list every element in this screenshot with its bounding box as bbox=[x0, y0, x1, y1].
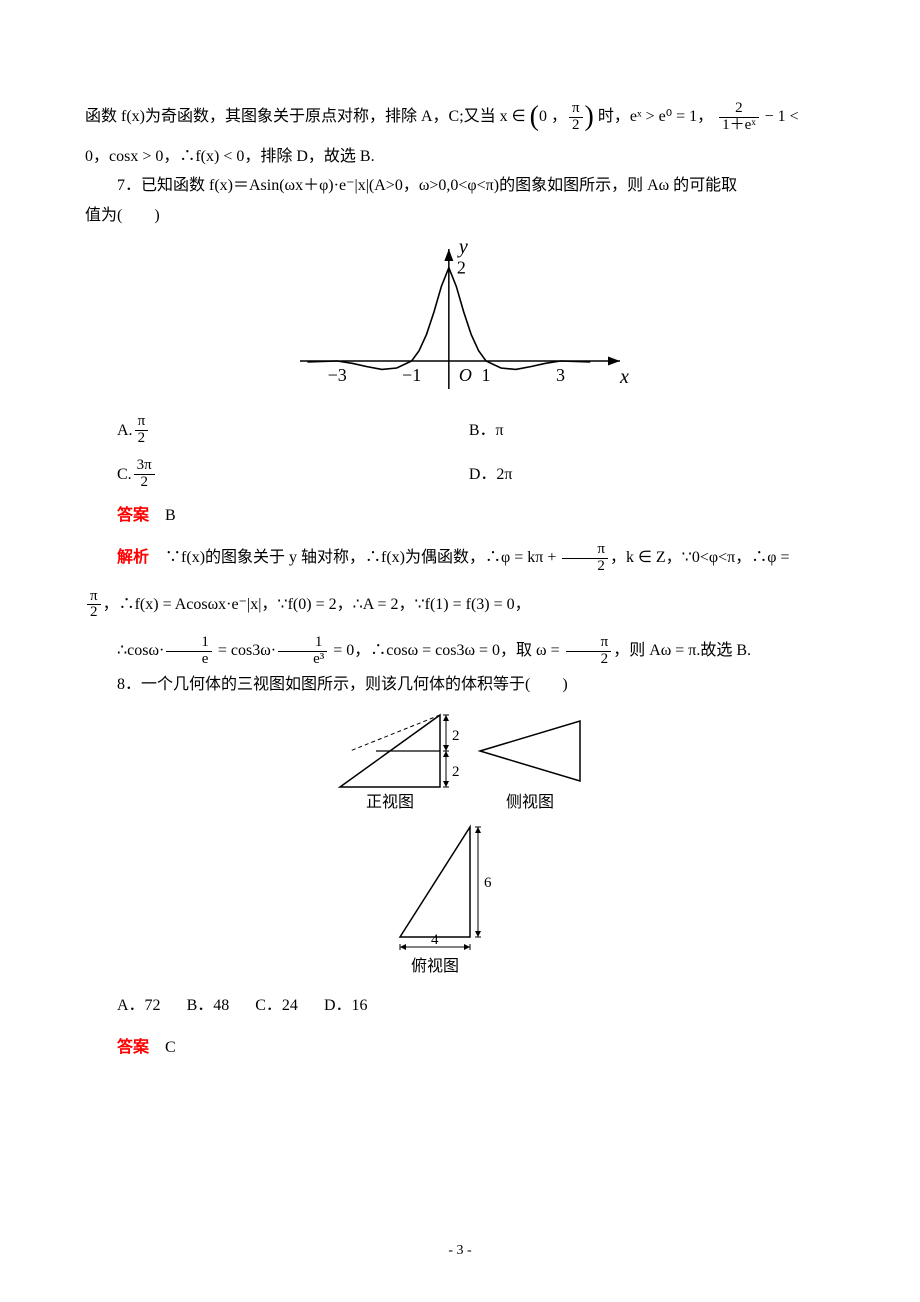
svg-text:x: x bbox=[619, 366, 629, 388]
q8-stem: 8．一个几何体的三视图如图所示，则该几何体的体积等于( ) bbox=[85, 672, 835, 698]
q7-stem-1: 7．已知函数 f(x)＝Asin(ωx＋φ)·e⁻|x|(A>0，ω>0,0<φ… bbox=[85, 173, 835, 199]
q7-explain-2-lead: π2 bbox=[87, 589, 101, 622]
q8-choice-c: C．24 bbox=[255, 997, 298, 1014]
prev-explain-line2: 0，cosx > 0，∴f(x) < 0，排除 D，故选 B. bbox=[85, 144, 835, 170]
q7-explain-2a: ，∴f(x) = Acosωx·e⁻|x|，∵f(0) = 2，∴A = 2，∵… bbox=[103, 596, 531, 613]
svg-text:1: 1 bbox=[482, 365, 491, 385]
q7-b-text: π bbox=[496, 418, 504, 444]
q7-explain-label: 解析 bbox=[117, 549, 149, 566]
q8-views: 2 2 正视图 侧视图 6 4 俯视图 bbox=[85, 707, 835, 977]
prev-explain-text-1: 函数 f(x)为奇函数，其图象关于原点对称，排除 A，C;又当 x ∈ bbox=[85, 108, 526, 125]
q8-answer-label: 答案 bbox=[117, 1039, 149, 1056]
big-frac: 21＋eˣ bbox=[719, 101, 759, 134]
q7-a-frac: π2 bbox=[135, 414, 149, 447]
svg-text:正视图: 正视图 bbox=[366, 793, 414, 811]
q7-d-text: 2π bbox=[496, 462, 512, 488]
interval-left: 0 bbox=[539, 108, 547, 125]
q8-answer-text: C bbox=[165, 1039, 176, 1056]
svg-text:2: 2 bbox=[452, 764, 460, 780]
svg-text:O: O bbox=[459, 365, 472, 385]
q7-explain-1: 解析 ∵f(x)的图象关于 y 轴对称，∴f(x)为偶函数，∴φ = kπ + … bbox=[85, 542, 835, 575]
q7-a-label: A. bbox=[117, 418, 133, 444]
q7-explain-2: π2，∴f(x) = Acosωx·e⁻|x|，∵f(0) = 2，∴A = 2… bbox=[85, 589, 835, 622]
svg-text:2: 2 bbox=[457, 257, 466, 277]
q8-choice-a: A．72 bbox=[117, 997, 161, 1014]
q7-choice-d: D．2π bbox=[469, 453, 821, 497]
q7-c-frac: 3π2 bbox=[134, 458, 155, 491]
prev-explain-line1: 函数 f(x)为奇函数，其图象关于原点对称，排除 A，C;又当 x ∈ (0 ，… bbox=[85, 95, 835, 140]
q7-explain-1b: ，k ∈ Z，∵0<φ<π，∴φ = bbox=[610, 549, 790, 566]
q7-graph-svg: −3 −1 1 3 O 2 x y bbox=[290, 239, 630, 399]
q7-c-label: C. bbox=[117, 462, 132, 488]
q7-explain-1a: ∵f(x)的图象关于 y 轴对称，∴f(x)为偶函数，∴φ = kπ + bbox=[165, 549, 556, 566]
q7-choice-a: A.π2 bbox=[117, 409, 469, 453]
q7-d-label: D． bbox=[469, 462, 497, 488]
interval-right-frac: π2 bbox=[569, 101, 583, 134]
svg-text:y: y bbox=[457, 239, 468, 258]
svg-text:4: 4 bbox=[431, 932, 439, 948]
q8-choice-d: D．16 bbox=[324, 997, 368, 1014]
svg-text:6: 6 bbox=[484, 875, 492, 891]
svg-text:侧视图: 侧视图 bbox=[506, 793, 554, 811]
q7-explain-3c: = 0，∴cosω = cos3ω = 0，取 ω = bbox=[329, 642, 559, 659]
svg-text:2: 2 bbox=[452, 728, 460, 744]
q7-explain-3d: ，则 Aω = π.故选 B. bbox=[613, 642, 751, 659]
q7-answer: 答案 B bbox=[85, 503, 835, 529]
q7-explain-3-f2: 1e³ bbox=[278, 635, 327, 668]
q8-answer: 答案 C bbox=[85, 1035, 835, 1061]
q7-graph: −3 −1 1 3 O 2 x y bbox=[85, 239, 835, 399]
q7-explain-3: ∴cosω·1e = cos3ω·1e³ = 0，∴cosω = cos3ω =… bbox=[85, 635, 835, 668]
q8-choice-b: B．48 bbox=[187, 997, 230, 1014]
q7-answer-text: B bbox=[165, 507, 176, 524]
q7-explain-1-frac: π2 bbox=[562, 542, 608, 575]
prev-explain-text-2: 时，eˣ > e⁰ = 1， bbox=[598, 108, 713, 125]
q7-choice-c: C.3π2 bbox=[117, 453, 469, 497]
svg-text:俯视图: 俯视图 bbox=[411, 957, 459, 975]
q7-explain-3-f1: 1e bbox=[166, 635, 212, 668]
prev-explain-text-3: − 1 < bbox=[761, 108, 799, 125]
q7-answer-label: 答案 bbox=[117, 507, 149, 524]
svg-text:3: 3 bbox=[556, 365, 565, 385]
q7-explain-3-f3: π2 bbox=[566, 635, 612, 668]
page-number: - 3 - bbox=[0, 1240, 920, 1262]
q8-views-svg: 2 2 正视图 侧视图 6 4 俯视图 bbox=[330, 707, 590, 977]
svg-text:−3: −3 bbox=[328, 365, 347, 385]
close-paren: ) bbox=[585, 101, 594, 132]
q7-choices: A.π2 B．π C.3π2 D．2π bbox=[117, 409, 835, 497]
q7-choice-b: B．π bbox=[469, 409, 821, 453]
q7-explain-3b: = cos3ω· bbox=[214, 642, 276, 659]
q7-explain-3a: ∴cosω· bbox=[117, 642, 164, 659]
open-paren: ( bbox=[530, 101, 539, 132]
q8-choices: A．72 B．48 C．24 D．16 bbox=[117, 993, 835, 1019]
interval-comma: ， bbox=[551, 108, 567, 125]
q7-stem-2: 值为( ) bbox=[85, 203, 835, 229]
svg-text:−1: −1 bbox=[402, 365, 421, 385]
q7-b-label: B． bbox=[469, 418, 496, 444]
